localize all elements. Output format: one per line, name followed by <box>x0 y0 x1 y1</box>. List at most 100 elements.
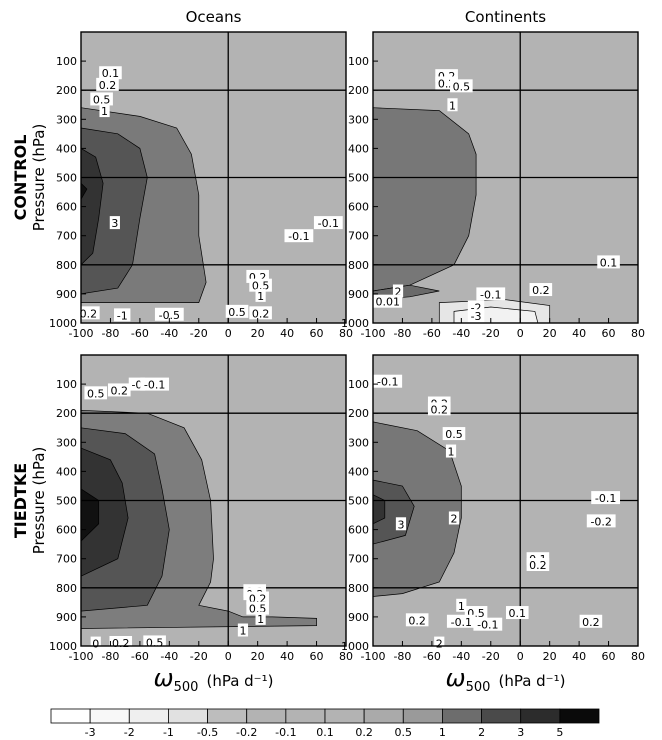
panel-tiedtke-oceans: 0.50.2-0-0.10.10.20.20.51100.20.51002003… <box>49 354 353 695</box>
y-tick-label: 600 <box>348 201 369 214</box>
colorbar-tick-label: 0.2 <box>355 726 373 739</box>
y-tick-label: 600 <box>56 201 77 214</box>
x-tick-label: 20 <box>251 650 265 663</box>
y-tick-label: 500 <box>348 495 369 508</box>
x-tick-label: 20 <box>543 650 557 663</box>
contour-label-box <box>99 104 110 118</box>
contour-label-box <box>434 636 445 650</box>
contour-label-box <box>255 288 266 302</box>
x-axis-label: ω500 (hPa d⁻¹) <box>446 664 566 695</box>
x-tick-label: 80 <box>339 327 353 340</box>
x-tick-label: -20 <box>482 650 500 663</box>
contour-label: 2 <box>450 512 457 525</box>
contour-label-box <box>77 306 100 320</box>
y-tick-label: 800 <box>348 259 369 272</box>
y-tick-label: 500 <box>348 172 369 185</box>
contour-label-box <box>237 623 249 637</box>
y-tick-label: 700 <box>348 553 369 566</box>
y-tick-label: 700 <box>348 230 369 243</box>
y-tick-label: 900 <box>56 288 77 301</box>
y-tick-label: 200 <box>348 407 369 420</box>
y-axis-label: Pressure (hPa) <box>30 124 48 232</box>
contour-label-box <box>456 598 467 612</box>
contour-label: -0.2 <box>590 515 611 528</box>
x-axis-subscript: 500 <box>466 680 491 695</box>
y-tick-label: 500 <box>56 172 77 185</box>
colorbar-swatch <box>559 708 600 724</box>
contour-label-box <box>445 444 457 458</box>
contour-label: 0.1 <box>509 607 527 620</box>
x-axis-label: ω500 (hPa d⁻¹) <box>154 664 274 695</box>
x-tick-label: -80 <box>393 327 411 340</box>
contour-label-box <box>446 614 476 628</box>
contour-label-box <box>225 304 249 318</box>
panel-control-continents: 0.20.20.5120.01-0.10.2-2-30.110020030040… <box>341 31 645 340</box>
contour-label: 1 <box>449 99 456 112</box>
contour-label-box <box>405 613 429 627</box>
row-label: CONTROL <box>11 135 30 221</box>
contour-label: 0.2 <box>111 384 129 397</box>
contour-label: 0.01 <box>375 296 400 309</box>
contour-label: 0.2 <box>99 79 117 92</box>
y-tick-label: 400 <box>348 142 369 155</box>
y-tick-label: 300 <box>348 436 369 449</box>
x-tick-label: 40 <box>572 327 586 340</box>
column-title: Continents <box>465 8 546 26</box>
contour-label: 0.2 <box>529 559 547 572</box>
colorbar-tick-label: 0.1 <box>316 726 334 739</box>
contour-label: 0.5 <box>445 428 463 441</box>
x-tick-label: -40 <box>452 327 470 340</box>
contour-label-box <box>90 636 101 650</box>
x-tick-label: 80 <box>631 327 645 340</box>
colorbar-tick-label: -1 <box>163 726 174 739</box>
x-tick-label: -100 <box>361 650 386 663</box>
x-tick-label: -60 <box>423 327 441 340</box>
colorbar-swatch <box>481 708 522 724</box>
y-tick-label: 900 <box>348 288 369 301</box>
x-axis-subscript: 500 <box>174 680 199 695</box>
colorbar-tick-label: -3 <box>85 726 96 739</box>
contour-label: 0.2 <box>431 403 449 416</box>
y-tick-label: 1000 <box>341 317 369 330</box>
y-tick-label: 900 <box>56 611 77 624</box>
contour-label-box <box>505 606 529 620</box>
y-tick-label: 400 <box>348 465 369 478</box>
x-tick-label: -20 <box>190 650 208 663</box>
contour-label-box <box>313 216 343 230</box>
contour-label: 0.5 <box>146 636 164 649</box>
contour-label: 3 <box>111 217 118 230</box>
contour-label: 0.2 <box>532 284 550 297</box>
contour-label-box <box>591 491 621 505</box>
contour-label-box <box>427 402 451 416</box>
contour-label-box <box>284 229 314 243</box>
y-tick-label: 300 <box>56 113 77 126</box>
y-tick-label: 700 <box>56 230 77 243</box>
contour-label-box <box>249 278 272 292</box>
x-tick-label: -60 <box>423 650 441 663</box>
colorbar-tick-label: 5 <box>556 726 563 739</box>
x-axis-units: (hPa d⁻¹) <box>206 672 273 690</box>
contour-label: -0.1 <box>318 217 339 230</box>
y-axis-label: Pressure (hPa) <box>30 447 48 555</box>
contour-label-box <box>107 383 131 397</box>
contour-label: 0.2 <box>112 637 130 650</box>
colorbar-tick-label: 3 <box>517 726 524 739</box>
colorbar-swatch <box>363 708 404 724</box>
contour-label-box <box>246 591 269 605</box>
y-tick-label: 200 <box>348 84 369 97</box>
colorbar: -3 -2 -1 -0.5 -0.2 -0.1 0.1 0.2 0.5 1 2 3 5 <box>50 708 600 739</box>
contour-label-box <box>447 98 458 112</box>
x-tick-label: -20 <box>190 327 208 340</box>
y-tick-label: 900 <box>348 611 369 624</box>
contour-label-box <box>90 92 113 106</box>
contour-label-box <box>143 635 166 649</box>
colorbar-tick-label: 1 <box>439 726 446 739</box>
colorbar-tick-label: -0.1 <box>275 726 296 739</box>
y-tick-label: 1000 <box>341 640 369 653</box>
contour-label: 0.1 <box>102 67 120 80</box>
x-axis-symbol: ω <box>154 664 174 692</box>
x-tick-label: 80 <box>631 650 645 663</box>
colorbar-tick-label: 0.5 <box>395 726 413 739</box>
contour-label-box <box>84 386 108 400</box>
colorbar-swatch <box>50 708 91 724</box>
